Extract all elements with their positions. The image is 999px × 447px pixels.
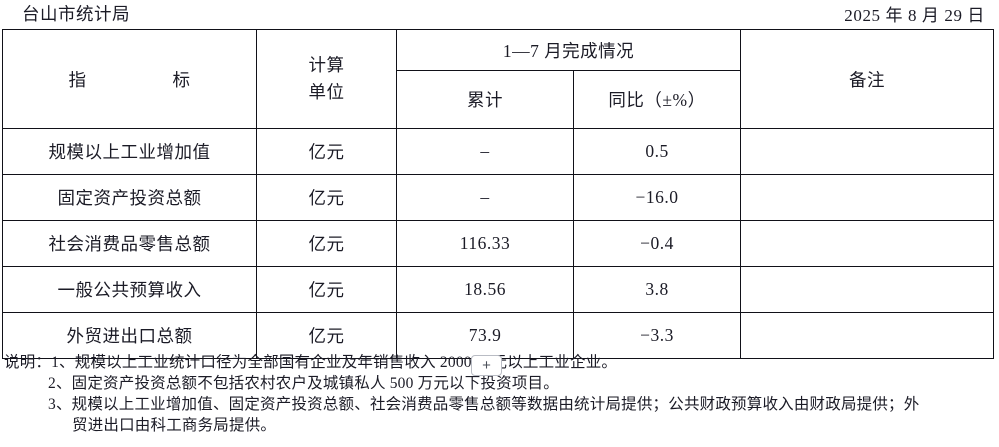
- indicator-label-1: 指: [68, 69, 87, 90]
- cell-accumulated: –: [396, 174, 574, 221]
- organization-name: 台山市统计局: [22, 4, 130, 24]
- cell-indicator: 规模以上工业增加值: [2, 128, 257, 175]
- cell-accumulated: 116.33: [396, 220, 574, 267]
- cell-indicator: 固定资产投资总额: [2, 174, 257, 221]
- cell-accumulated: 18.56: [396, 266, 574, 313]
- column-header-yoy: 同比（±%）: [573, 70, 741, 129]
- cell-accumulated: –: [396, 128, 574, 175]
- table-row: 固定资产投资总额 亿元 – −16.0: [2, 174, 994, 221]
- table-body: 规模以上工业增加值 亿元 – 0.5 固定资产投资总额 亿元 – −16.0 社…: [2, 128, 994, 359]
- column-header-remark: 备注: [740, 29, 994, 129]
- cell-yoy: 0.5: [573, 128, 741, 175]
- document-header: 台山市统计局 2025 年 8 月 29 日: [0, 0, 999, 27]
- cell-unit: 亿元: [256, 266, 397, 313]
- table-row: 一般公共预算收入 亿元 18.56 3.8: [2, 266, 994, 313]
- footnote-2: 2、固定资产投资总额不包括农村农户及城镇私人 500 万元以下投资项目。: [48, 375, 559, 392]
- column-header-period-group: 1—7 月完成情况: [396, 29, 741, 71]
- table-header-row-2: 累计 同比（±%）: [3, 70, 994, 129]
- cell-remark: [740, 266, 994, 313]
- table-row: 规模以上工业增加值 亿元 – 0.5: [2, 128, 994, 175]
- statistics-table-wrapper: 指标 计算 单位 1—7 月完成情况 备注 累计 同比（±%） 规模以上工业增加值…: [2, 29, 994, 359]
- column-header-accumulated: 累计: [396, 70, 574, 129]
- cell-yoy: −0.4: [573, 220, 741, 267]
- footnote-3-cont: 贸进出口由科工商务局提供。: [72, 417, 277, 434]
- cell-unit: 亿元: [256, 128, 397, 175]
- cell-yoy: −16.0: [573, 174, 741, 221]
- cell-indicator: 一般公共预算收入: [2, 266, 257, 313]
- cell-unit: 亿元: [256, 174, 397, 221]
- footnotes: 说明：1、规模以上工业统计口径为全部国有企业及年销售收入 2000 万元以上工业…: [0, 352, 999, 436]
- cell-remark: [740, 128, 994, 175]
- table-header-row-1: 指标 计算 单位 1—7 月完成情况 备注: [2, 29, 994, 129]
- cell-remark: [740, 220, 994, 267]
- cell-remark: [740, 312, 994, 359]
- plus-icon[interactable]: +: [471, 355, 502, 376]
- table-head: 指标 计算 单位 1—7 月完成情况 备注 累计 同比（±%）: [2, 29, 994, 129]
- statistics-table: 指标 计算 单位 1—7 月完成情况 备注 累计 同比（±%） 规模以上工业增加值…: [2, 29, 994, 359]
- unit-label-line2: 单位: [308, 82, 345, 102]
- footnote-1: 说明：1、规模以上工业统计口径为全部国有企业及年销售收入 2000 万元以上工业…: [4, 354, 618, 371]
- column-header-indicator: 指标: [2, 29, 257, 129]
- cell-indicator: 社会消费品零售总额: [2, 220, 257, 267]
- cell-remark: [740, 174, 994, 221]
- document-date: 2025 年 8 月 29 日: [844, 6, 985, 25]
- table-row: 外贸进出口总额 亿元 73.9 −3.3: [2, 312, 994, 359]
- cell-yoy: 3.8: [573, 266, 741, 313]
- cell-unit: 亿元: [256, 220, 397, 267]
- indicator-label-2: 标: [172, 69, 191, 90]
- footnote-3: 3、规模以上工业增加值、固定资产投资总额、社会消费品零售总额等数据由统计局提供；…: [48, 396, 920, 413]
- column-header-unit: 计算 单位: [256, 29, 397, 129]
- cell-unit: 亿元: [256, 312, 397, 359]
- unit-label-line1: 计算: [308, 54, 345, 75]
- table-row: 社会消费品零售总额 亿元 116.33 −0.4: [2, 220, 994, 267]
